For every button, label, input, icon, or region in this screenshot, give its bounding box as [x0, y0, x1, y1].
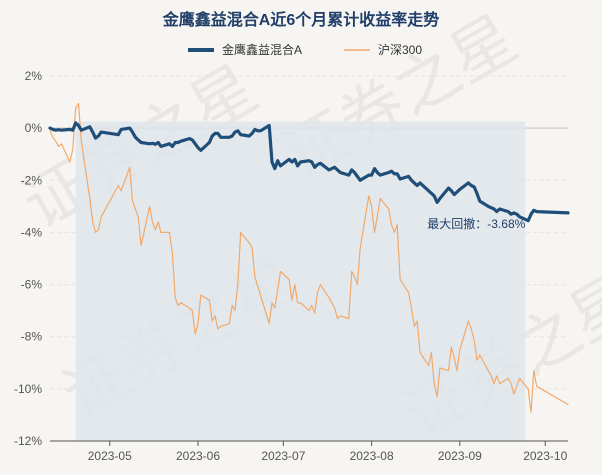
y-tick-label: -2%	[21, 173, 43, 187]
legend-label-index: 沪深300	[378, 43, 422, 57]
series-layer	[48, 102, 570, 413]
drawdown-region-layer	[75, 121, 526, 441]
x-tick-label: 2023-06	[176, 449, 220, 463]
y-tick-label: -4%	[21, 225, 43, 239]
y-tick-label: -6%	[21, 278, 43, 292]
legend-label-fund: 金鹰鑫益混合A	[222, 42, 302, 57]
legend-item-index[interactable]: 沪深300	[344, 43, 422, 57]
x-tick-label: 2023-08	[350, 449, 394, 463]
axis-layer: 2% 0% -2% -4% -6% -8% -10% -12% 2023-05 2023-06 20…	[14, 69, 568, 463]
legend-item-fund[interactable]: 金鹰鑫益混合A	[188, 42, 302, 57]
x-tick-label: 2023-07	[261, 449, 305, 463]
series-line-fund	[48, 121, 570, 223]
series-line-index	[49, 102, 569, 413]
chart-title: 金鹰鑫益混合A近6个月累计收益率走势	[162, 10, 439, 29]
max-drawdown-annotation: 最大回撤：-3.68%	[427, 216, 525, 231]
y-tick-label: 2%	[25, 69, 43, 83]
max-drawdown-region	[75, 121, 526, 441]
legend: 金鹰鑫益混合A 沪深300	[188, 42, 422, 57]
y-tick-label: 0%	[25, 121, 43, 135]
y-tick-label: -12%	[14, 434, 42, 448]
x-tick-label: 2023-09	[438, 449, 482, 463]
y-tick-label: -10%	[14, 382, 42, 396]
y-tick-label: -8%	[21, 330, 43, 344]
x-tick-label: 2023-10	[523, 449, 567, 463]
x-tick-label: 2023-05	[88, 449, 132, 463]
